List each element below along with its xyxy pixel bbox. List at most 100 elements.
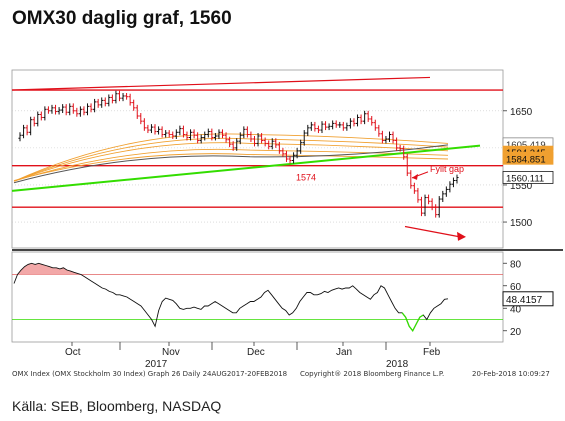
ohlc-bar bbox=[153, 124, 157, 135]
ohlc-bar bbox=[231, 141, 235, 151]
projection-arrow bbox=[404, 225, 461, 238]
ohlc-bar bbox=[139, 113, 143, 125]
ohlc-bar bbox=[149, 124, 154, 134]
ohlc-bar bbox=[57, 107, 61, 115]
ohlc-bar bbox=[398, 144, 402, 152]
ohlc-bar bbox=[341, 121, 345, 131]
ohlc-bar bbox=[395, 137, 399, 151]
chart-title: OMX30 daglig graf, 1560 bbox=[12, 8, 232, 29]
ohlc-bar bbox=[156, 126, 161, 135]
ohlc-bar bbox=[32, 116, 36, 127]
ohlc-bar bbox=[455, 174, 459, 184]
ohlc-bar bbox=[50, 104, 54, 114]
chart-figure: 1500155016001650Fyllt gap15741605.419159… bbox=[11, 69, 563, 370]
ohlc-bar bbox=[135, 104, 139, 119]
uptrend-line bbox=[11, 144, 481, 192]
ohlc-bar bbox=[192, 129, 196, 139]
ohlc-bar bbox=[96, 98, 100, 108]
ohlc-bar bbox=[405, 153, 409, 177]
ohlc-bar bbox=[114, 90, 118, 104]
ohlc-bar bbox=[259, 133, 264, 144]
ohlc-bar bbox=[270, 138, 274, 150]
ohlc-bar bbox=[68, 103, 72, 116]
ohlc-bar bbox=[43, 106, 47, 121]
ohlc-bar bbox=[331, 120, 335, 130]
x-month-label: Jan bbox=[336, 347, 352, 358]
ohlc-bar bbox=[302, 130, 306, 146]
ohlc-bar bbox=[359, 114, 363, 125]
ohlc-bar bbox=[18, 132, 22, 142]
ohlc-bar bbox=[402, 145, 406, 160]
moving-average-line bbox=[13, 153, 449, 181]
moving-average-line bbox=[13, 144, 449, 184]
ohlc-bar bbox=[295, 147, 299, 159]
ohlc-bar bbox=[203, 131, 207, 141]
ohlc-bar bbox=[444, 186, 448, 197]
projection-arrow-head bbox=[457, 231, 466, 241]
ohlc-bar bbox=[334, 120, 338, 128]
ohlc-bar bbox=[110, 94, 114, 104]
ohlc-bar bbox=[132, 99, 136, 111]
ohlc-bar bbox=[188, 129, 193, 141]
ohlc-bar bbox=[82, 106, 86, 116]
ohlc-bar bbox=[352, 118, 356, 127]
ohlc-bar bbox=[370, 115, 374, 126]
ohlc-bar bbox=[384, 136, 388, 144]
ohlc-bar bbox=[320, 121, 324, 134]
moving-average-line bbox=[13, 148, 449, 182]
ohlc-bar bbox=[416, 187, 420, 203]
ohlc-bar bbox=[220, 129, 225, 139]
low-annotation: 1574 bbox=[296, 173, 316, 183]
ohlc-bar bbox=[306, 124, 310, 137]
price-label-text: 1560.111 bbox=[506, 173, 544, 184]
ohlc-bar bbox=[380, 130, 384, 144]
ohlc-bar bbox=[78, 106, 82, 117]
ohlc-bar bbox=[426, 194, 431, 205]
rsi-value-box bbox=[502, 291, 554, 307]
ohlc-bar bbox=[167, 130, 171, 138]
ohlc-bar bbox=[309, 121, 313, 131]
footer-index-info: OMX Index (OMX Stockholm 30 Index) Graph… bbox=[12, 370, 288, 378]
ohlc-bar bbox=[171, 131, 175, 139]
ohlc-bar bbox=[235, 138, 239, 151]
ohlc-bar bbox=[213, 133, 218, 141]
ohlc-bar bbox=[256, 133, 260, 147]
ohlc-bar bbox=[263, 137, 267, 147]
ohlc-bar bbox=[288, 156, 292, 164]
ohlc-bar bbox=[327, 123, 331, 131]
ohlc-bar bbox=[313, 121, 317, 132]
x-year-label: 2018 bbox=[386, 359, 409, 370]
ohlc-bar bbox=[238, 132, 242, 145]
price-tick-label: 1650 bbox=[510, 107, 533, 118]
price-label-text: 1605.419 bbox=[506, 140, 546, 151]
moving-average-line bbox=[13, 137, 449, 182]
gap-arrow-head bbox=[412, 173, 418, 180]
gap-annotation: Fyllt gap bbox=[430, 164, 464, 174]
ohlc-bar bbox=[128, 93, 132, 106]
ohlc-bar bbox=[61, 104, 65, 114]
ohlc-bar bbox=[85, 103, 90, 116]
rsi-tick-label: 80 bbox=[510, 259, 522, 270]
ohlc-bar bbox=[29, 116, 33, 136]
ohlc-bar bbox=[196, 132, 200, 144]
ohlc-bar bbox=[441, 190, 445, 203]
rsi-panel-frame bbox=[11, 251, 504, 343]
ohlc-bar bbox=[299, 139, 303, 154]
ohlc-bar bbox=[338, 121, 342, 128]
ohlc-bar bbox=[75, 107, 79, 117]
ohlc-bar bbox=[419, 196, 424, 217]
ohlc-bar bbox=[121, 92, 125, 102]
ohlc-bar bbox=[409, 170, 413, 189]
rsi-value-label: 48.4157 bbox=[506, 295, 543, 306]
ohlc-bar bbox=[178, 125, 182, 136]
price-label-box bbox=[502, 151, 554, 165]
moving-average-line bbox=[13, 142, 449, 182]
ohlc-bar bbox=[164, 130, 168, 138]
ohlc-bar bbox=[174, 129, 178, 139]
ohlc-bar bbox=[160, 126, 164, 138]
x-month-label: Feb bbox=[423, 347, 441, 358]
price-tick-label: 1500 bbox=[510, 218, 533, 229]
ohlc-bar bbox=[103, 97, 107, 107]
ohlc-bar bbox=[206, 128, 210, 138]
rsi-tick-label: 20 bbox=[510, 327, 522, 338]
